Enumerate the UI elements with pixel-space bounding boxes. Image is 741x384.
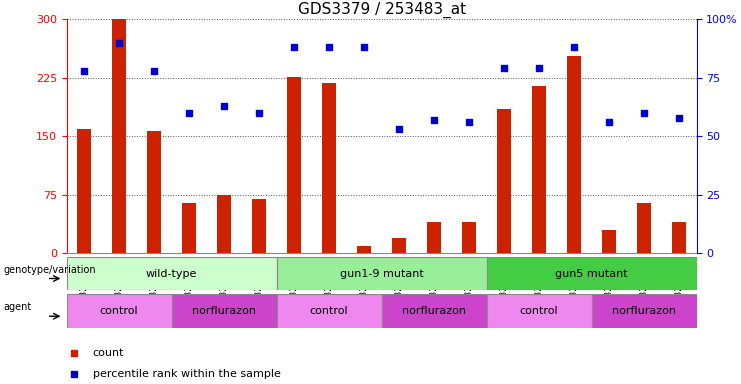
Point	[148, 68, 160, 74]
Text: wild-type: wild-type	[146, 268, 197, 279]
Text: norflurazon: norflurazon	[192, 306, 256, 316]
Point	[428, 117, 440, 123]
Bar	[357, 246, 371, 253]
Text: control: control	[310, 306, 348, 316]
Bar	[322, 83, 336, 253]
Bar	[112, 19, 126, 253]
Point	[219, 103, 230, 109]
Point	[534, 65, 545, 71]
Bar	[487, 294, 591, 328]
Title: GDS3379 / 253483_at: GDS3379 / 253483_at	[298, 2, 465, 18]
Point	[568, 44, 580, 50]
Point	[393, 126, 405, 132]
Bar	[172, 294, 276, 328]
Bar	[591, 294, 697, 328]
Point	[79, 68, 90, 74]
Bar	[672, 222, 686, 253]
Point	[288, 44, 300, 50]
Bar	[392, 238, 406, 253]
Bar	[497, 109, 511, 253]
Bar	[276, 257, 487, 290]
Text: count: count	[93, 348, 124, 358]
Text: norflurazon: norflurazon	[612, 306, 676, 316]
Bar	[532, 86, 546, 253]
Text: control: control	[100, 306, 139, 316]
Point	[463, 119, 475, 125]
Point	[358, 44, 370, 50]
Point	[673, 114, 685, 121]
Point	[253, 110, 265, 116]
Bar	[217, 195, 231, 253]
Text: gun1-9 mutant: gun1-9 mutant	[339, 268, 424, 279]
Text: gun5 mutant: gun5 mutant	[555, 268, 628, 279]
Text: genotype/variation: genotype/variation	[4, 265, 96, 275]
Point	[323, 44, 335, 50]
Point	[638, 110, 650, 116]
Text: control: control	[519, 306, 559, 316]
Text: norflurazon: norflurazon	[402, 306, 466, 316]
Bar	[427, 222, 441, 253]
Bar	[67, 294, 172, 328]
Bar	[67, 257, 276, 290]
Text: agent: agent	[4, 302, 32, 312]
Point	[498, 65, 510, 71]
Bar	[147, 131, 162, 253]
Bar	[182, 203, 196, 253]
Bar	[77, 129, 91, 253]
Text: percentile rank within the sample: percentile rank within the sample	[93, 369, 281, 379]
Bar	[382, 294, 487, 328]
Bar	[288, 77, 301, 253]
Bar	[637, 203, 651, 253]
Bar	[462, 222, 476, 253]
Bar	[567, 56, 581, 253]
Point	[113, 40, 125, 46]
Point	[183, 110, 195, 116]
Bar	[487, 257, 697, 290]
Bar	[252, 199, 266, 253]
Bar	[276, 294, 382, 328]
Bar	[602, 230, 616, 253]
Point	[603, 119, 615, 125]
